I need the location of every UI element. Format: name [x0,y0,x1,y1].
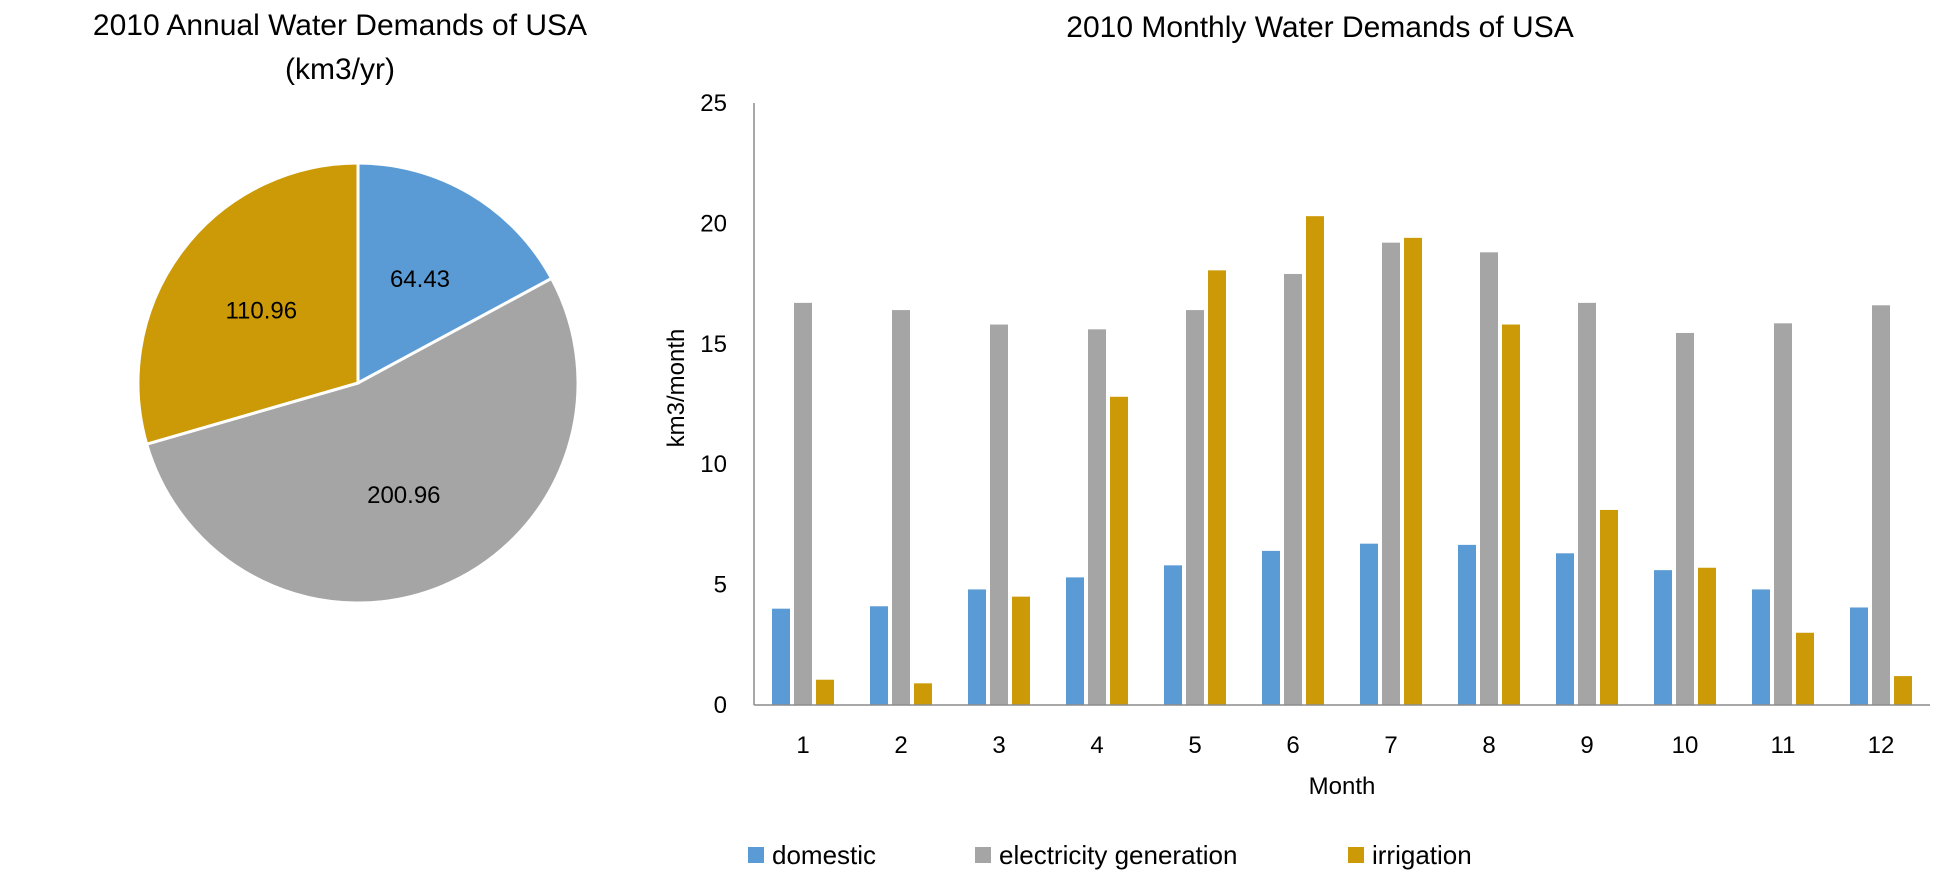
y-tick-label-20: 20 [700,210,727,237]
y-tick-label-5: 5 [714,572,727,599]
x-tick-label-4: 4 [1090,732,1103,759]
bar-irrigation-month-4 [1110,396,1128,705]
bar-irrigation-month-6 [1306,216,1324,705]
x-tick-label-9: 9 [1580,732,1593,759]
bar-electricity-generation-month-11 [1774,323,1792,705]
pie-subtitle: (km3/yr) [285,53,395,86]
bar-irrigation-month-12 [1894,676,1912,705]
bar-irrigation-month-11 [1796,632,1814,705]
legend: domestic electricity generation irrigation [748,840,1472,870]
x-tick-label-7: 7 [1384,732,1397,759]
legend-swatch-electricity-generation [975,847,991,863]
legend-label-irrigation: irrigation [1372,840,1472,870]
bar-electricity-generation-month-5 [1186,310,1204,705]
x-tick-label-5: 5 [1188,732,1201,759]
bar-domestic-month-10 [1654,570,1672,705]
x-tick-label-11: 11 [1771,732,1796,759]
bar-electricity-generation-month-8 [1480,252,1498,705]
x-tick-label-3: 3 [992,732,1005,759]
bar-domestic-month-9 [1556,553,1574,705]
bar-domestic-month-6 [1262,550,1280,705]
bar-title: 2010 Monthly Water Demands of USA [1066,11,1573,44]
pie-slice-irrigation [136,161,360,447]
bar-irrigation-month-3 [1012,596,1030,705]
y-axis-title: km3/month [663,329,690,448]
legend-swatch-domestic [748,847,764,863]
bar-domestic-month-7 [1360,543,1378,705]
x-axis-ticks: 1 2 3 4 5 6 7 8 9 10 11 12 [796,732,1894,759]
pie-label-electricity-generation: 200.96 [367,482,440,509]
bar-domestic-month-5 [1164,565,1182,705]
bar-domestic-month-2 [870,606,888,705]
bar-irrigation-month-10 [1698,567,1716,705]
pie-label-irrigation: 110.96 [225,297,297,324]
bar-domestic-month-8 [1458,544,1476,705]
bar-domestic-month-1 [772,608,790,705]
x-tick-label-1: 1 [796,732,809,759]
pie-label-domestic: 64.43 [390,266,450,293]
x-tick-label-6: 6 [1286,732,1299,759]
bar-electricity-generation-month-4 [1088,329,1106,705]
bar-electricity-generation-month-12 [1872,305,1890,705]
pie-slice-domestic [356,161,554,386]
bars [772,216,1912,705]
y-tick-label-25: 25 [700,90,727,117]
x-tick-label-2: 2 [894,732,907,759]
pie-title: 2010 Annual Water Demands of USA [93,9,587,42]
legend-label-domestic: domestic [772,840,876,870]
bar-domestic-month-4 [1066,577,1084,705]
bar-electricity-generation-month-6 [1284,273,1302,705]
bar-electricity-generation-month-9 [1578,302,1596,705]
legend-label-electricity-generation: electricity generation [999,840,1237,870]
bar-domestic-month-3 [968,589,986,705]
x-tick-label-8: 8 [1482,732,1495,759]
bar-electricity-generation-month-1 [794,302,812,705]
annual-demand-pie-chart: 2010 Annual Water Demands of USA (km3/yr… [93,9,587,605]
x-axis-title: Month [1309,773,1376,800]
pie-slice-electricity-generation [144,276,580,605]
y-tick-label-0: 0 [714,692,727,719]
y-tick-label-10: 10 [700,451,727,478]
legend-swatch-irrigation [1348,847,1364,863]
pie-slices [136,161,580,605]
bar-electricity-generation-month-2 [892,310,910,705]
bar-electricity-generation-month-3 [990,324,1008,705]
y-axis-ticks: 0 5 10 15 20 25 [700,90,727,719]
bar-domestic-month-12 [1850,607,1868,705]
x-tick-label-12: 12 [1868,732,1895,759]
bar-irrigation-month-9 [1600,509,1618,705]
y-tick-label-15: 15 [700,331,727,358]
bar-domestic-month-11 [1752,589,1770,705]
bar-irrigation-month-8 [1502,324,1520,705]
bar-irrigation-month-1 [816,679,834,705]
pie-slice-labels: 64.43 200.96 110.96 [225,266,450,509]
bar-irrigation-month-5 [1208,270,1226,705]
monthly-demand-bar-chart: 2010 Monthly Water Demands of USA 051015… [663,11,1930,870]
x-tick-label-10: 10 [1672,732,1699,759]
bar-irrigation-month-2 [914,683,932,705]
bar-electricity-generation-month-7 [1382,242,1400,705]
bar-electricity-generation-month-10 [1676,332,1694,705]
bar-irrigation-month-7 [1404,237,1422,705]
